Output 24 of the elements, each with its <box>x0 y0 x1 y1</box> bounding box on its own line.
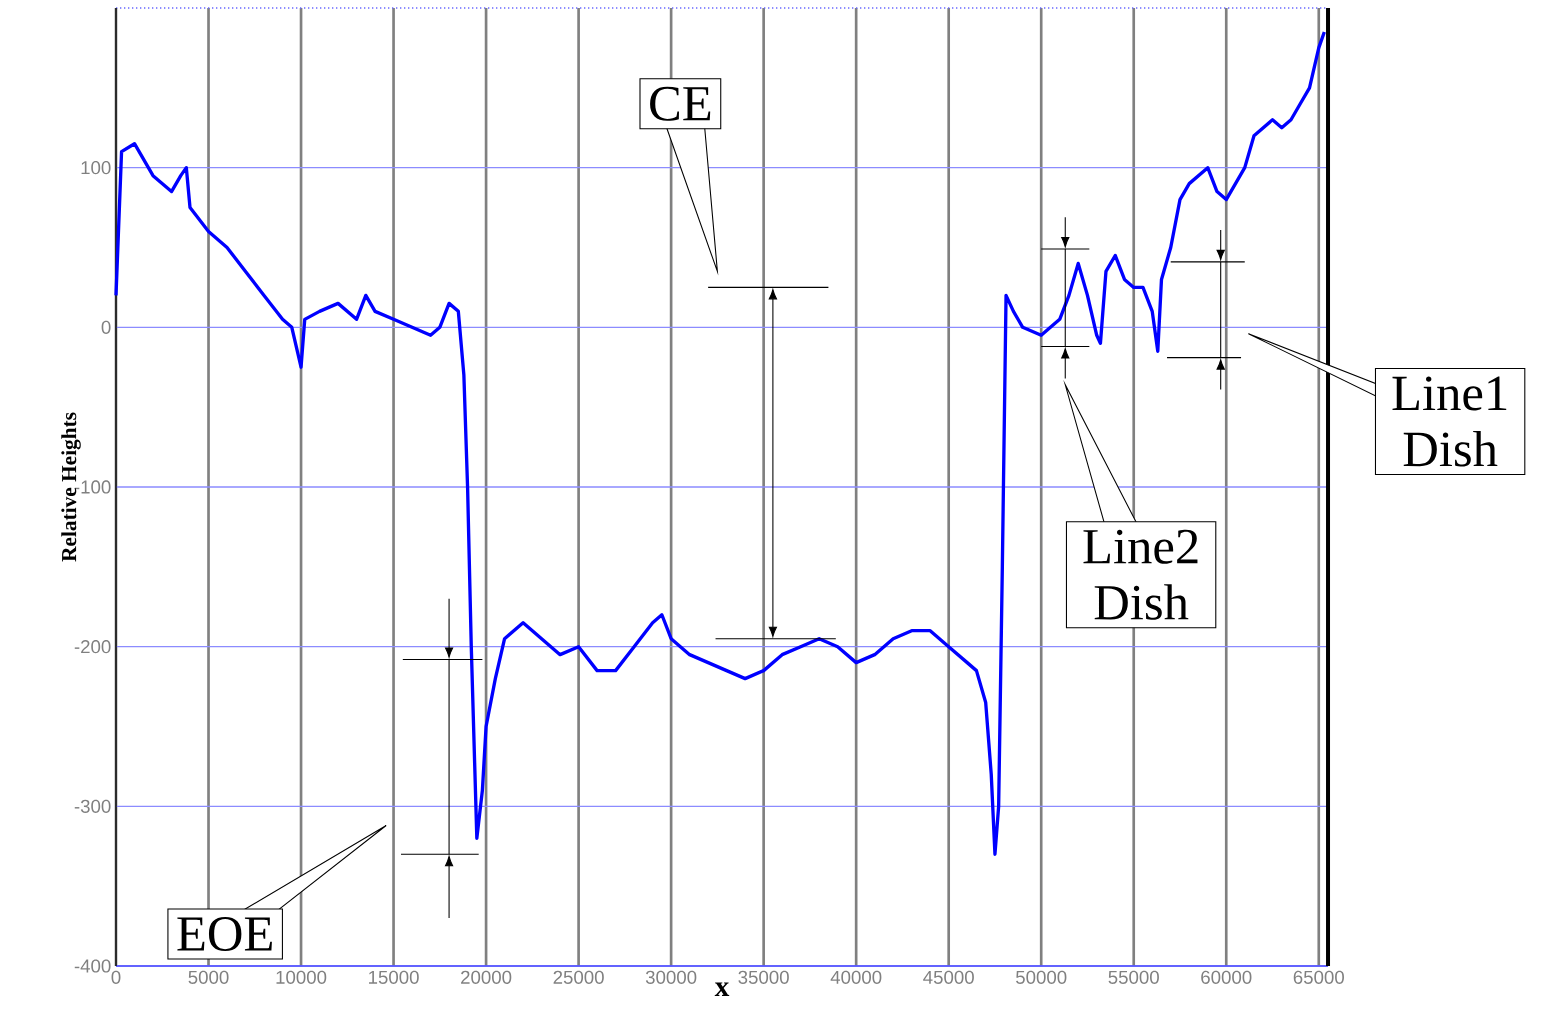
x-tick-label: 65000 <box>1293 970 1344 984</box>
x-tick-label: 10000 <box>276 970 327 984</box>
y-tick-label: 100 <box>81 161 111 175</box>
x-tick-label: 40000 <box>830 970 882 984</box>
annotation: EOE <box>177 917 272 952</box>
annotation: Line2 Dish <box>1083 529 1198 620</box>
x-tick-label: 50000 <box>1016 970 1067 984</box>
annotation: CE <box>650 86 711 121</box>
x-tick-label: 60000 <box>1201 970 1252 984</box>
x-tick-label: 30000 <box>645 970 697 984</box>
x-tick-label: 5000 <box>188 970 229 984</box>
text: Line1 Dish <box>1392 376 1507 467</box>
x-tick-label: 45000 <box>923 970 974 984</box>
x-tick-label: 25000 <box>553 970 604 984</box>
x-tick-label: 55000 <box>1108 970 1159 984</box>
y-tick-label: -300 <box>74 799 111 813</box>
y-tick-label: -200 <box>74 640 111 654</box>
y-tick-label: -400 <box>74 959 111 973</box>
x-axis-title: x <box>714 982 730 996</box>
x-tick-label: 15000 <box>369 970 419 984</box>
y-tick-label: 0 <box>101 320 111 334</box>
x-tick-label: 0 <box>111 970 121 984</box>
x-tick-label: 20000 <box>461 970 512 984</box>
x-tick-label: 35000 <box>738 970 789 984</box>
